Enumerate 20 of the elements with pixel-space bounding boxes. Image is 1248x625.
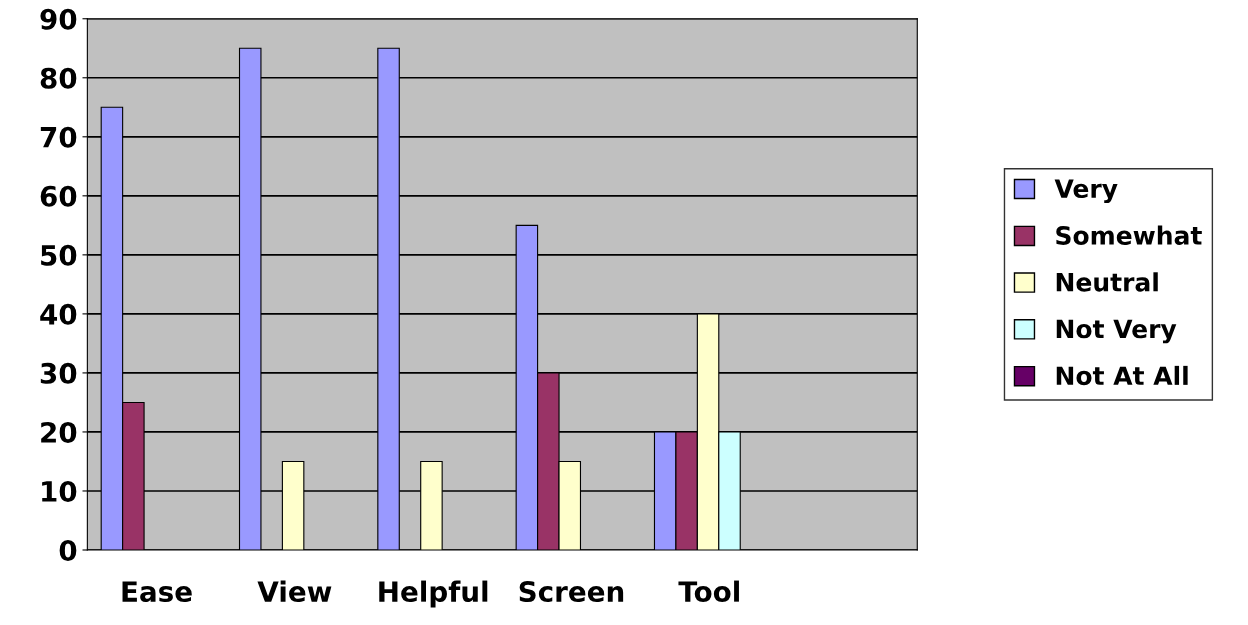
legend-label: Neutral — [1056, 272, 1158, 292]
x-tick-label: Screen — [519, 581, 624, 603]
x-tick-label: View — [257, 580, 332, 603]
y-tick-label: 50 — [41, 244, 77, 266]
legend-label: Not At All — [1056, 365, 1188, 386]
y-tick-label: 0 — [59, 539, 77, 561]
y-tick-label: 70 — [40, 126, 77, 148]
x-tick-label: Ease — [122, 581, 192, 603]
y-tick-label: 90 — [40, 8, 77, 30]
x-tick-label: Helpful — [379, 580, 488, 608]
legend-label: Not Very — [1056, 319, 1177, 344]
y-tick-label: 40 — [40, 303, 77, 325]
y-tick-label: 30 — [40, 362, 77, 384]
legend-label: Somewhat — [1056, 225, 1202, 245]
legend-label: Very — [1054, 179, 1118, 204]
y-tick-label: 20 — [41, 421, 77, 443]
y-tick-label: 10 — [42, 480, 77, 502]
y-tick-label: 60 — [40, 185, 77, 207]
y-tick-label: 80 — [40, 67, 77, 89]
x-tick-label: Tool — [678, 580, 739, 603]
